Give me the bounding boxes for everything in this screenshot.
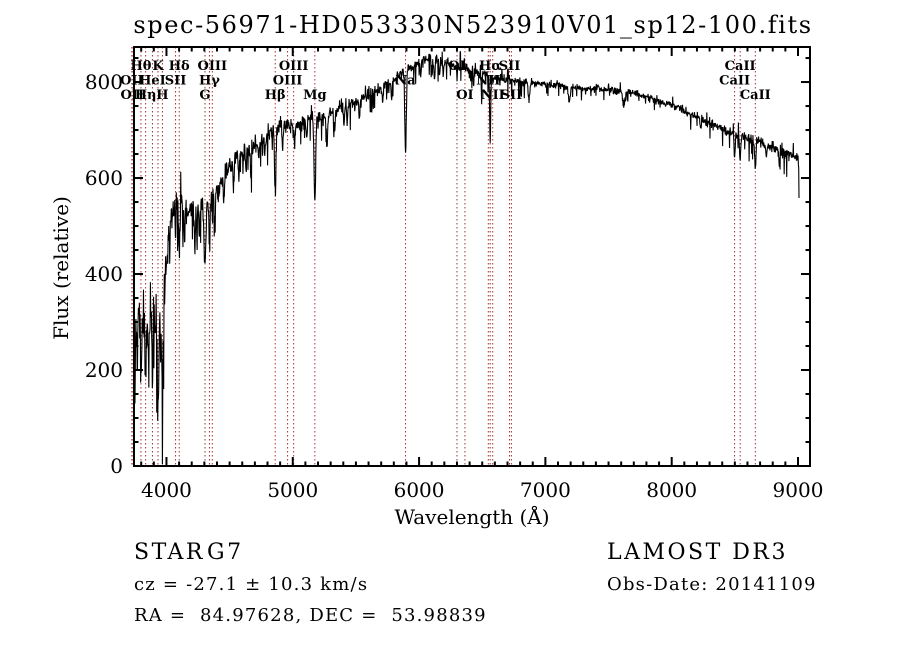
spectral-line-labels: OIIOIIHθHηHeIKHSIIHδGHγOIIIHβOIIIOIIIMgN… <box>120 59 771 103</box>
spectral-line-label: OI <box>448 59 465 74</box>
spectral-line-label: G <box>199 88 210 103</box>
y-axis-label: Flux (relative) <box>49 196 73 340</box>
spectral-line-label: Hβ <box>265 88 286 103</box>
spectral-line-label: OIII <box>273 74 303 89</box>
x-axis-label: Wavelength (Å) <box>394 504 549 529</box>
spectral-line-label: Hδ <box>169 59 190 74</box>
x-tick-label: 5000 <box>267 478 318 502</box>
spectral-line-label: CaII <box>740 88 771 103</box>
x-tick-label: 6000 <box>394 478 445 502</box>
spectral-line-label: OIII <box>198 59 228 74</box>
spectral-line-label: Hα <box>479 59 501 74</box>
plot-title: spec-56971-HD053330N523910V01_sp12-100.f… <box>133 11 812 39</box>
x-tick-label: 7000 <box>520 478 571 502</box>
plot-frame <box>133 46 811 467</box>
y-tick-label: 800 <box>85 70 123 94</box>
spectral-line-label: OI <box>456 88 473 103</box>
spectral-line-label: OIII <box>279 59 309 74</box>
spectral-line-label: K <box>152 59 164 74</box>
spectral-line-label: NII <box>476 74 500 89</box>
spectral-line-label: OII <box>120 74 144 89</box>
subclass-label: G7 <box>207 540 244 565</box>
cz-value: cz = -27.1 ± 10.3 km/s <box>134 574 368 595</box>
x-tick-label: 9000 <box>773 478 824 502</box>
y-tick-label: 600 <box>85 166 123 190</box>
spectral-line-label: Hη <box>135 88 157 103</box>
spectrum-curve <box>133 51 800 465</box>
y-tick-label: 200 <box>85 358 123 382</box>
spectral-line-label: H <box>156 88 168 103</box>
survey-label: LAMOST DR3 <box>607 540 788 565</box>
spectral-line-label: Hγ <box>199 74 220 89</box>
spectral-line-label: SII <box>165 74 187 89</box>
obs-date-value: Obs-Date: 20141109 <box>607 574 817 595</box>
spectral-line-label: CaII <box>719 74 750 89</box>
spectral-line-label: HeI <box>139 74 166 89</box>
spectral-line-label: Mg <box>303 88 326 103</box>
x-tick-label: 8000 <box>646 478 697 502</box>
spectral-line-label: Hθ <box>130 59 151 74</box>
ra-dec-value: RA = 84.97628, DEC = 53.98839 <box>134 605 487 626</box>
spectral-line-label: CaII <box>725 59 756 74</box>
x-tick-label: 4000 <box>141 478 192 502</box>
y-tick-label: 0 <box>110 454 123 478</box>
spectral-line-label: OII <box>120 88 144 103</box>
tick-labels: 4000 5000 6000 7000 8000 9000 0 200 400 600 800 <box>85 70 824 502</box>
y-tick-label: 400 <box>85 262 123 286</box>
axis-ticks <box>134 47 810 467</box>
object-type-label: STAR <box>134 540 205 565</box>
spectral-line-label: SII <box>499 59 521 74</box>
spectral-line-label: NII <box>481 88 505 103</box>
spectral-line-label: SII <box>501 88 523 103</box>
spectral-line-label: Na <box>395 74 416 89</box>
